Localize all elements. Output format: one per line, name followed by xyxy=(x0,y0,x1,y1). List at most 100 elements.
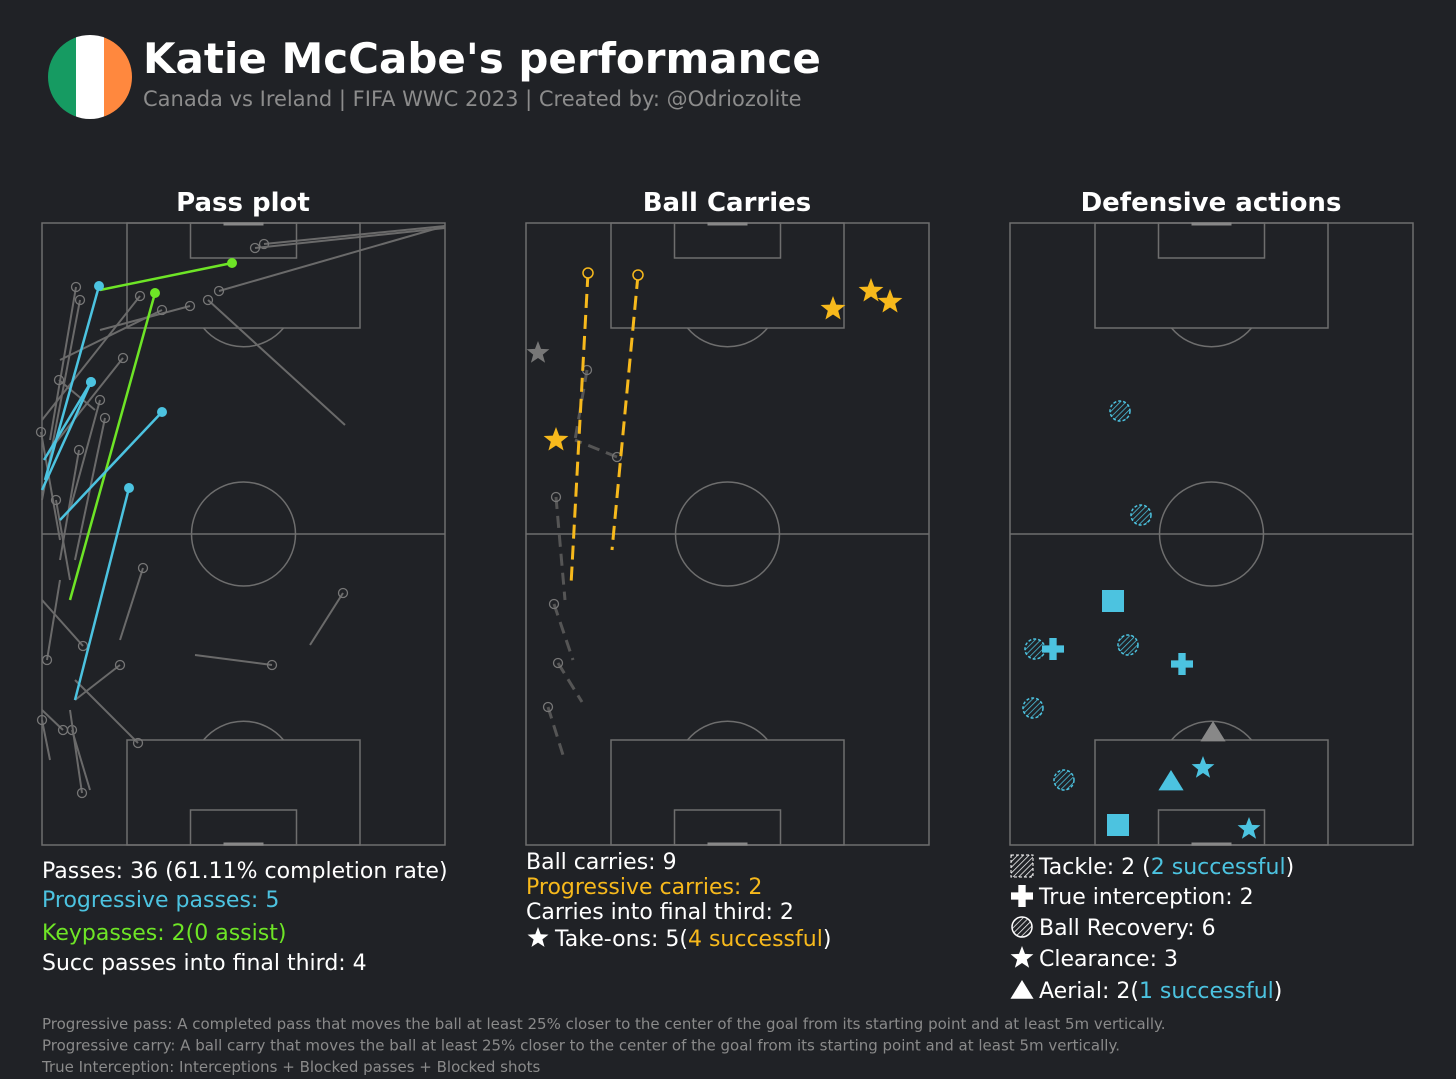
pass-start xyxy=(213,285,225,297)
pass-start xyxy=(76,787,88,799)
ball-recovery xyxy=(1022,697,1044,719)
take-on-failed xyxy=(526,341,550,363)
progressive-pass-dot xyxy=(124,483,134,493)
stat-text: Aerial: 2( xyxy=(1039,979,1139,1004)
aerial-failed xyxy=(1200,721,1226,742)
flag xyxy=(48,35,132,119)
penalty-arc xyxy=(686,720,769,741)
panel-title: Pass plot xyxy=(176,188,310,218)
stat-line: True interception: 2 xyxy=(1038,885,1254,910)
clearance xyxy=(1237,817,1261,839)
pass xyxy=(254,227,446,249)
pass xyxy=(69,709,83,794)
pitch xyxy=(525,222,930,846)
pass xyxy=(74,679,139,744)
progressive-pass xyxy=(42,381,93,461)
take-on xyxy=(543,427,569,451)
stat-text: ) xyxy=(823,927,832,952)
pass-start xyxy=(156,304,168,316)
stat-line: Passes: 36 (61.11% completion rate) xyxy=(42,859,448,884)
clearance xyxy=(1191,756,1215,778)
key-pass xyxy=(99,261,233,292)
stat-text: Clearance: 3 xyxy=(1039,947,1178,972)
penalty-arc xyxy=(686,327,769,348)
pass-start xyxy=(117,352,129,364)
title: Katie McCabe's performance xyxy=(143,34,821,83)
pass-start xyxy=(114,659,126,671)
pass xyxy=(207,299,346,426)
ball-recovery xyxy=(1130,504,1152,526)
pass-start xyxy=(36,714,48,726)
pass-start xyxy=(258,238,270,250)
pass xyxy=(58,379,96,411)
take-on xyxy=(858,278,884,302)
stat-line: Take-ons: 5(4 successful) xyxy=(554,927,831,952)
subtitle: Canada vs Ireland | FIFA WWC 2023 | Crea… xyxy=(143,87,802,112)
stat-line: Clearance: 3 xyxy=(1039,947,1178,972)
pass xyxy=(41,719,51,761)
pass xyxy=(49,286,77,441)
progressive-pass-dot xyxy=(86,377,96,387)
pass-start xyxy=(41,654,53,666)
carry-start xyxy=(548,598,560,610)
stat-text: Keypasses: 2(0 assist) xyxy=(42,921,286,946)
progressive-carry xyxy=(610,274,640,551)
stat-line: Progressive carries: 2 xyxy=(526,875,762,900)
stat-line: Succ passes into final third: 4 xyxy=(42,951,367,976)
progressive-carry-start xyxy=(582,267,594,279)
carry xyxy=(574,438,618,459)
carry xyxy=(573,369,589,441)
progressive-carry-start xyxy=(632,269,644,281)
recovery-icon xyxy=(1011,916,1033,938)
ball-recovery xyxy=(1109,400,1131,422)
carry-start xyxy=(611,451,623,463)
ball-recovery xyxy=(1117,634,1139,656)
pass-start xyxy=(134,290,146,302)
pass-start xyxy=(137,562,149,574)
center-circle xyxy=(190,481,297,587)
center-circle xyxy=(674,481,781,587)
footnote: Progressive carry: A ball carry that mov… xyxy=(42,1037,1120,1055)
pass-start xyxy=(35,426,47,438)
pass-start xyxy=(74,294,86,306)
stat-text: Progressive carries: 2 xyxy=(526,875,762,900)
take-on xyxy=(820,296,846,320)
stat-line: Tackle: 2 (2 successful) xyxy=(1038,855,1294,880)
pass-start xyxy=(94,394,106,406)
pitch xyxy=(41,222,446,846)
pass-start xyxy=(53,374,65,386)
stat-text: Progressive passes: 5 xyxy=(42,888,279,913)
ball-recovery xyxy=(1053,769,1075,791)
pass xyxy=(194,654,273,666)
interception-icon xyxy=(1011,885,1033,907)
pass xyxy=(55,499,71,581)
stat-text: Take-ons: 5( xyxy=(554,927,688,952)
carry xyxy=(546,706,565,756)
stat-text: 4 successful xyxy=(688,927,823,952)
pass-start xyxy=(202,294,214,306)
center-circle xyxy=(1158,481,1265,587)
penalty-arc xyxy=(202,720,285,741)
progressive-pass xyxy=(73,487,131,701)
stat-text: ) xyxy=(1274,979,1283,1004)
pass-start xyxy=(73,444,85,456)
progressive-pass-dot xyxy=(94,281,104,291)
take-on-icon xyxy=(527,927,549,947)
stat-text: 1 successful xyxy=(1139,979,1274,1004)
stat-text: Tackle: 2 ( xyxy=(1038,855,1151,880)
aerial xyxy=(1158,770,1184,791)
clearance-icon xyxy=(1010,946,1034,968)
progressive-pass xyxy=(59,411,163,521)
tackle xyxy=(1102,590,1124,612)
stat-line: Keypasses: 2(0 assist) xyxy=(42,921,286,946)
tackle xyxy=(1107,814,1129,836)
carry-start xyxy=(550,491,562,503)
penalty-arc xyxy=(1170,720,1253,741)
pass xyxy=(46,579,61,661)
carry-start xyxy=(552,657,564,669)
pass xyxy=(40,431,61,541)
carry xyxy=(556,662,584,703)
stat-text: Passes: 36 (61.11% completion rate) xyxy=(42,859,448,884)
